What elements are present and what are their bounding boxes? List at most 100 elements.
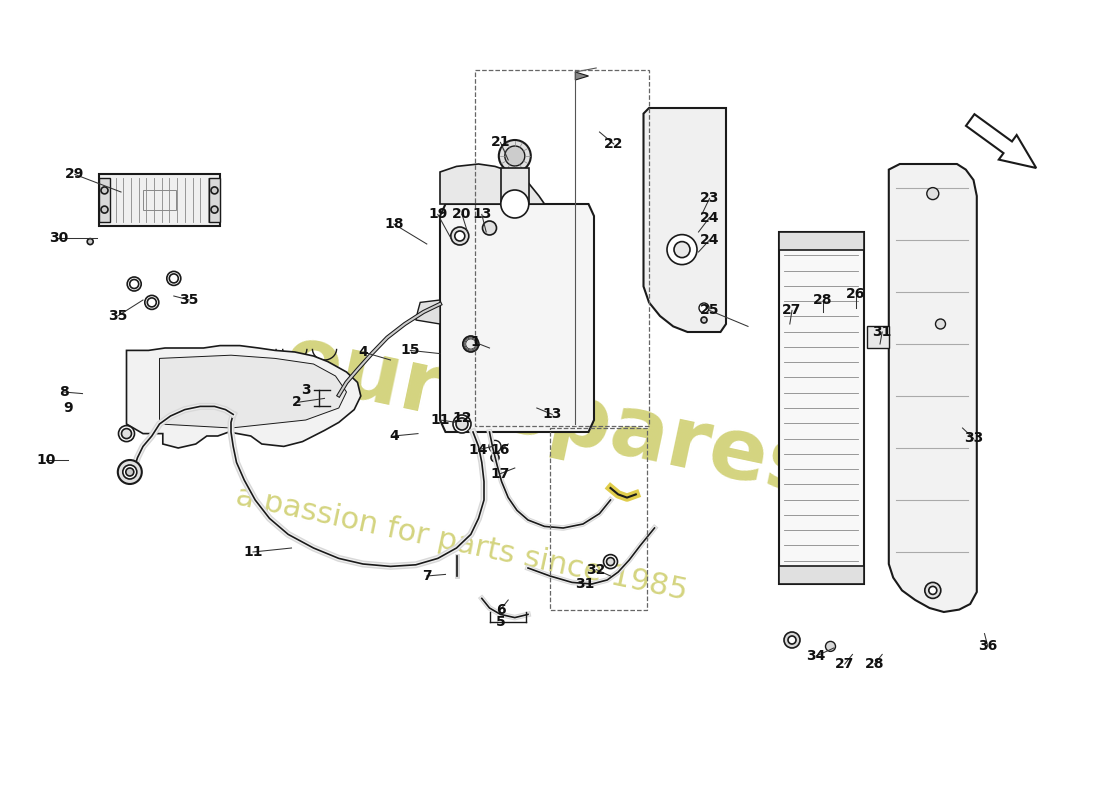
Circle shape bbox=[130, 279, 139, 289]
Circle shape bbox=[701, 317, 707, 323]
Text: 35: 35 bbox=[108, 309, 128, 323]
Text: 31: 31 bbox=[872, 325, 892, 339]
Circle shape bbox=[211, 187, 218, 194]
Circle shape bbox=[925, 582, 940, 598]
Polygon shape bbox=[99, 178, 110, 222]
Text: 33: 33 bbox=[964, 431, 983, 446]
Text: 14: 14 bbox=[469, 442, 488, 457]
Text: 13: 13 bbox=[542, 407, 562, 422]
Text: 24: 24 bbox=[700, 210, 719, 225]
Polygon shape bbox=[644, 108, 726, 332]
Circle shape bbox=[451, 227, 469, 245]
Text: 36: 36 bbox=[978, 639, 998, 654]
Text: 4: 4 bbox=[359, 345, 367, 359]
Circle shape bbox=[490, 440, 500, 453]
Text: 7: 7 bbox=[422, 569, 431, 583]
Circle shape bbox=[667, 234, 697, 265]
Text: 5: 5 bbox=[496, 615, 505, 630]
Text: 4: 4 bbox=[389, 429, 398, 443]
Text: 24: 24 bbox=[700, 233, 719, 247]
Circle shape bbox=[453, 415, 471, 433]
Polygon shape bbox=[99, 174, 220, 226]
Circle shape bbox=[498, 140, 531, 172]
Text: 21: 21 bbox=[491, 135, 510, 150]
Circle shape bbox=[935, 319, 946, 329]
Text: 6: 6 bbox=[496, 602, 505, 617]
Circle shape bbox=[505, 146, 525, 166]
Text: 3: 3 bbox=[301, 383, 310, 398]
Polygon shape bbox=[440, 164, 544, 204]
Polygon shape bbox=[575, 72, 589, 80]
Text: 25: 25 bbox=[700, 303, 719, 318]
Bar bbox=[500, 168, 529, 204]
Circle shape bbox=[454, 231, 465, 241]
Circle shape bbox=[456, 418, 468, 430]
Polygon shape bbox=[440, 204, 594, 432]
Circle shape bbox=[784, 632, 800, 648]
Text: 19: 19 bbox=[428, 207, 448, 222]
Text: 29: 29 bbox=[65, 167, 85, 182]
Text: 23: 23 bbox=[700, 191, 719, 206]
Text: 27: 27 bbox=[835, 657, 855, 671]
Text: 17: 17 bbox=[491, 466, 510, 481]
Circle shape bbox=[825, 642, 836, 651]
Text: 32: 32 bbox=[586, 562, 606, 577]
Circle shape bbox=[483, 221, 496, 235]
Circle shape bbox=[118, 460, 142, 484]
Bar bbox=[779, 232, 864, 584]
Text: 2: 2 bbox=[293, 395, 301, 410]
Circle shape bbox=[674, 242, 690, 258]
Text: 34: 34 bbox=[806, 649, 826, 663]
Text: 31: 31 bbox=[575, 577, 595, 591]
Text: 10: 10 bbox=[36, 453, 56, 467]
Circle shape bbox=[125, 468, 134, 476]
Text: 20: 20 bbox=[452, 207, 472, 222]
Text: 18: 18 bbox=[384, 217, 404, 231]
Text: 28: 28 bbox=[813, 293, 833, 307]
Polygon shape bbox=[160, 355, 346, 428]
Text: eurospares: eurospares bbox=[275, 318, 825, 514]
Circle shape bbox=[927, 188, 938, 200]
Circle shape bbox=[500, 190, 529, 218]
Circle shape bbox=[123, 465, 136, 479]
Text: 15: 15 bbox=[400, 343, 420, 358]
Circle shape bbox=[87, 238, 94, 245]
Text: 11: 11 bbox=[430, 413, 450, 427]
Bar bbox=[779, 566, 864, 584]
Circle shape bbox=[169, 274, 178, 283]
Text: 13: 13 bbox=[472, 207, 492, 222]
FancyArrow shape bbox=[966, 114, 1036, 168]
Circle shape bbox=[788, 636, 796, 644]
Circle shape bbox=[928, 586, 937, 594]
Text: 9: 9 bbox=[64, 401, 73, 415]
Text: 22: 22 bbox=[604, 137, 624, 151]
Text: 35: 35 bbox=[179, 293, 199, 307]
Text: 16: 16 bbox=[491, 442, 510, 457]
Circle shape bbox=[119, 426, 134, 442]
Text: 11: 11 bbox=[243, 545, 263, 559]
Circle shape bbox=[491, 454, 499, 462]
Circle shape bbox=[101, 187, 108, 194]
Text: 26: 26 bbox=[846, 287, 866, 302]
Polygon shape bbox=[416, 300, 440, 324]
Circle shape bbox=[101, 206, 108, 213]
Text: 12: 12 bbox=[452, 410, 472, 425]
Bar bbox=[779, 232, 864, 250]
Polygon shape bbox=[889, 164, 977, 612]
Text: 8: 8 bbox=[59, 385, 68, 399]
Circle shape bbox=[463, 336, 478, 352]
Bar bbox=[143, 190, 176, 210]
Text: 27: 27 bbox=[782, 303, 802, 318]
Circle shape bbox=[604, 554, 617, 569]
Circle shape bbox=[698, 303, 710, 313]
Polygon shape bbox=[209, 178, 220, 222]
Text: a passion for parts since 1985: a passion for parts since 1985 bbox=[233, 482, 691, 606]
Text: 30: 30 bbox=[48, 231, 68, 246]
Text: 1: 1 bbox=[471, 335, 480, 350]
Circle shape bbox=[211, 206, 218, 213]
Polygon shape bbox=[867, 326, 889, 348]
Polygon shape bbox=[126, 346, 361, 448]
Bar bbox=[475, 70, 649, 426]
Bar bbox=[550, 428, 647, 610]
Circle shape bbox=[121, 429, 132, 438]
